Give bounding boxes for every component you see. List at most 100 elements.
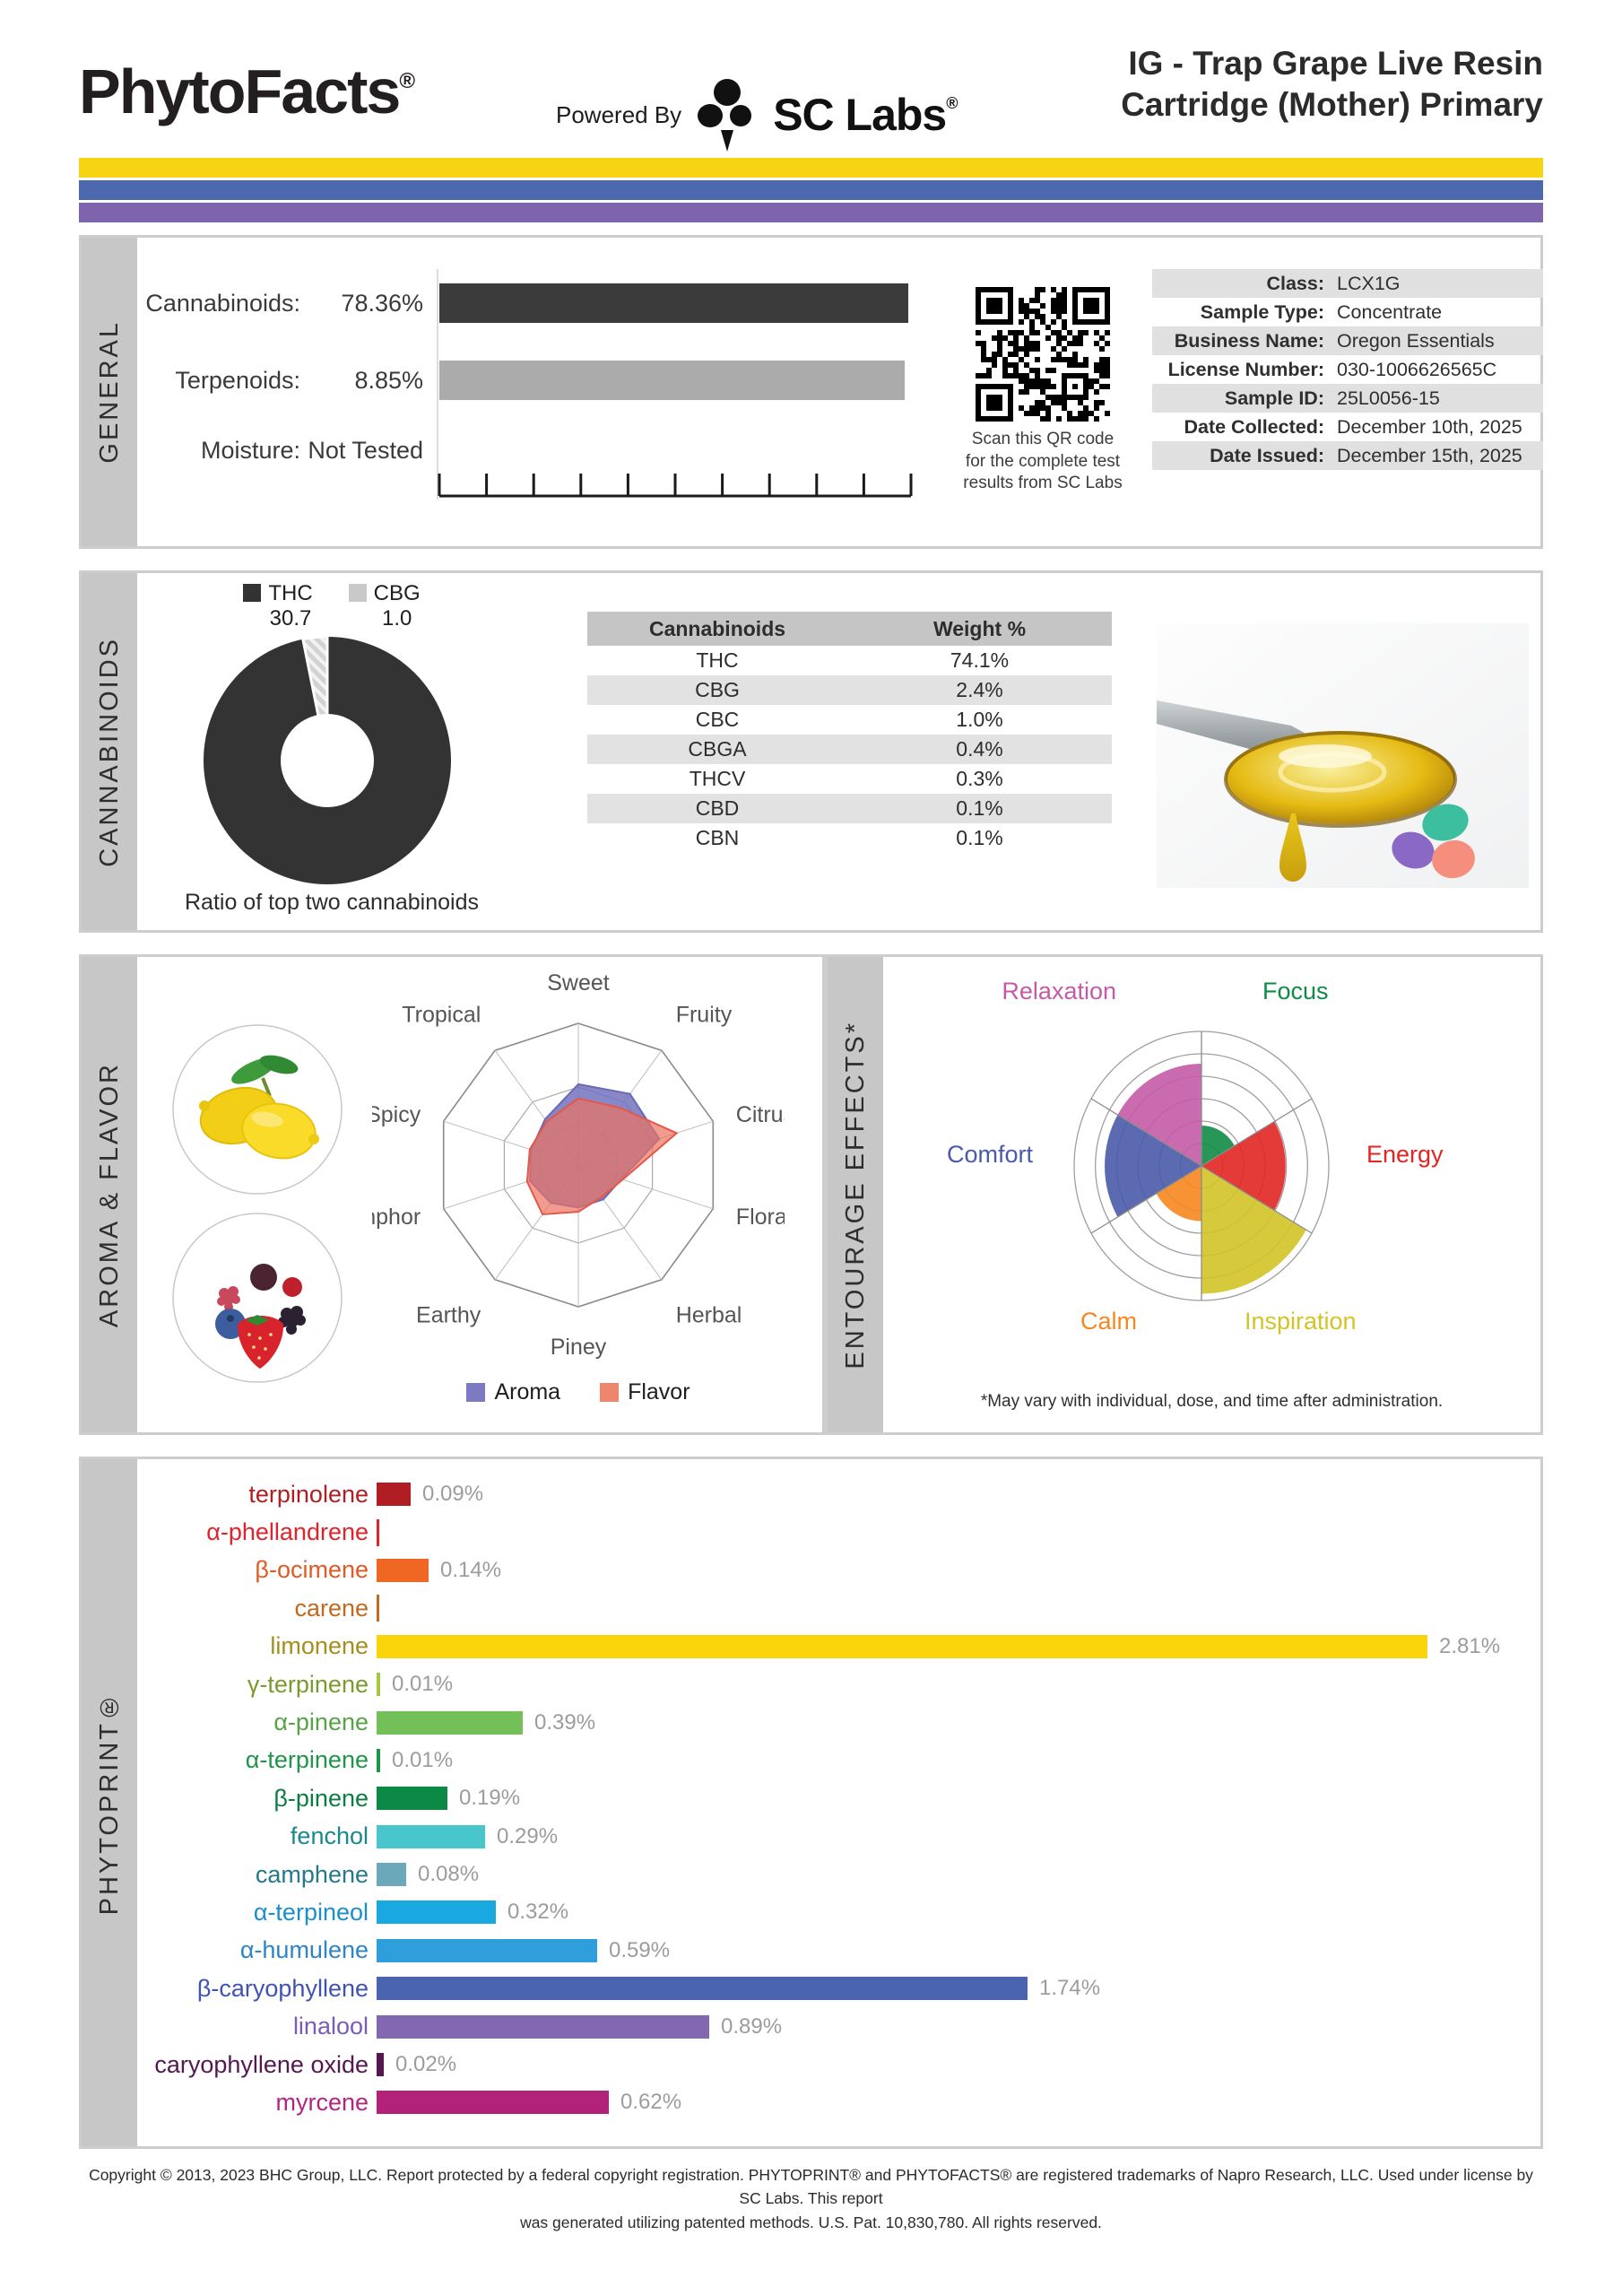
terpene-value: 0.39% <box>534 1709 596 1735</box>
terpene-name: linalool <box>292 2013 369 2040</box>
cannabinoids-table-header: Cannabinoids Weight % <box>587 612 1112 646</box>
legend-swatch <box>466 1383 486 1402</box>
legend-name: Flavor <box>628 1379 690 1405</box>
terpene-bar <box>377 1673 380 1697</box>
terpene-name: camphene <box>255 1860 369 1888</box>
aroma-flavor-radar-chart: Sweet Fruity Citrusy Floral Herbal Piney Earth… <box>328 966 806 1378</box>
terpene-row: fenchol 0.29% <box>134 1818 1533 1856</box>
radar-legend-item: Flavor <box>600 1379 690 1405</box>
svg-text:Citrusy: Citrusy <box>736 1102 785 1127</box>
qr-caption-line2: for the complete test <box>965 451 1121 471</box>
header-stripe-yellow <box>79 158 1543 178</box>
info-label: License Number: <box>1167 358 1324 380</box>
terpene-row: γ-terpinene 0.01% <box>134 1665 1533 1703</box>
terpene-row: camphene 0.08% <box>134 1856 1533 1893</box>
cannabinoid-name: THCV <box>689 767 746 790</box>
terpene-name: terpinolene <box>248 1480 369 1508</box>
terpene-value: 0.19% <box>459 1786 521 1811</box>
terpene-row: α-terpinene 0.01% <box>134 1742 1533 1779</box>
entourage-label-inspiration: Inspiration <box>1245 1308 1357 1335</box>
terpene-value: 0.62% <box>620 2090 682 2115</box>
terpene-row: β-pinene 0.19% <box>134 1779 1533 1817</box>
cannabinoid-weight: 0.1% <box>956 796 1003 820</box>
qr-caption-line3: results from SC Labs <box>963 474 1123 493</box>
qr-code <box>976 287 1110 426</box>
terpene-name: β-pinene <box>273 1784 369 1812</box>
sample-info-table: Class: LCX1G Sample Type: Concentrate Busine… <box>1152 269 1543 470</box>
legend-value: 1.0 <box>381 606 412 631</box>
svg-text:Camphor: Camphor <box>372 1205 421 1230</box>
concentrate-oil-photo <box>1157 623 1529 892</box>
terpene-name: α-terpinene <box>245 1746 369 1774</box>
terpene-value: 0.89% <box>721 2013 783 2039</box>
info-row: Date Issued: December 15th, 2025 <box>1152 441 1543 470</box>
terpene-name: γ-terpinene <box>247 1670 369 1698</box>
terpene-value: 0.01% <box>392 1747 454 1772</box>
terpene-row: β-ocimene 0.14% <box>134 1552 1533 1589</box>
phytoprint-section-label: PHYTOPRINT® <box>94 1690 124 1916</box>
svg-text:Floral: Floral <box>736 1205 785 1230</box>
cannabinoid-weight: 1.0% <box>956 708 1003 731</box>
legend-name: CBG <box>373 581 421 605</box>
legend-swatch <box>348 584 367 602</box>
phytofacts-logo-text: PhytoFacts <box>79 57 401 126</box>
terpene-name: fenchol <box>290 1822 369 1850</box>
cannabinoid-ratio-donut-chart <box>202 635 453 891</box>
cannabinoid-weight: 2.4% <box>956 678 1003 701</box>
info-value: Concentrate <box>1337 300 1443 323</box>
lemon-image <box>170 1022 345 1202</box>
cannabinoid-name: CBN <box>695 826 740 849</box>
terpene-row: caryophyllene oxide 0.02% <box>134 2046 1533 2083</box>
copyright-footer: Copyright © 2013, 2023 BHC Group, LLC. R… <box>79 2163 1543 2234</box>
metric-label: Cannabinoids: <box>145 289 300 317</box>
info-row: Business Name: Oregon Essentials <box>1152 326 1543 355</box>
aroma-flavor-section-label: AROMA & FLAVOR <box>94 1061 124 1328</box>
donut-caption: Ratio of top two cannabinoids <box>185 890 479 915</box>
radar-legend-item: Aroma <box>466 1379 560 1405</box>
info-value: 030-1006626565C <box>1337 358 1497 380</box>
metric-value: 8.85% <box>354 366 423 394</box>
phytofacts-logo: PhytoFacts® <box>79 56 415 127</box>
terpene-name: carene <box>294 1594 369 1622</box>
column-header: Cannabinoids <box>648 616 786 640</box>
terpene-bar <box>377 1748 380 1772</box>
legend-value: 30.7 <box>269 606 312 631</box>
report-title: IG - Trap Grape Live Resin Cartridge (Mo… <box>1121 43 1543 126</box>
aroma-flavor-section-tab: AROMA & FLAVOR <box>82 957 137 1432</box>
general-section-label: GENERAL <box>94 320 124 464</box>
terpene-bar <box>377 1863 406 1887</box>
svg-text:Fruity: Fruity <box>676 1002 733 1027</box>
cannabinoid-weight: 74.1% <box>950 648 1010 672</box>
terpene-bar <box>377 1787 447 1811</box>
terpene-bar <box>377 1558 429 1582</box>
cannabinoid-name: THC <box>696 648 739 672</box>
table-row: CBN 0.1% <box>587 823 1112 853</box>
terpene-bar <box>377 1634 1427 1658</box>
table-row: CBG 2.4% <box>587 675 1112 705</box>
terpene-name: caryophyllene oxide <box>154 2050 369 2078</box>
phytoprint-section-tab: PHYTOPRINT® <box>82 1459 137 2146</box>
terpene-name: myrcene <box>275 2088 369 2116</box>
powered-by-lockup: Powered By SC Labs® <box>556 76 958 153</box>
terpene-row: myrcene 0.62% <box>134 2083 1533 2121</box>
general-axis-line <box>437 269 438 500</box>
svg-text:Herbal: Herbal <box>676 1303 742 1328</box>
info-row: Class: LCX1G <box>1152 269 1543 298</box>
sclabs-logo-icon <box>698 79 752 152</box>
cannabinoids-table: Cannabinoids Weight % THC 74.1% CBG 2.4% CBC 1.… <box>587 612 1112 853</box>
legend-name: Aroma <box>494 1379 561 1405</box>
oil-drip <box>1279 813 1306 882</box>
terpene-name: limonene <box>270 1632 369 1660</box>
info-row: License Number: 030-1006626565C <box>1152 355 1543 384</box>
terpene-bar <box>377 1824 485 1848</box>
metric-value: Not Tested <box>308 436 423 464</box>
cannabinoid-name: CBGA <box>688 737 747 761</box>
metric-label: Moisture: <box>200 436 300 464</box>
terpene-value: 0.59% <box>609 1937 671 1962</box>
terpene-row: α-phellandrene <box>134 1513 1533 1551</box>
cannabinoids-section-label: CANNABINOIDS <box>94 636 124 867</box>
entourage-label-calm: Calm <box>1080 1308 1137 1335</box>
terpene-row: α-pinene 0.39% <box>134 1703 1533 1741</box>
cannabinoid-weight: 0.4% <box>956 737 1003 761</box>
